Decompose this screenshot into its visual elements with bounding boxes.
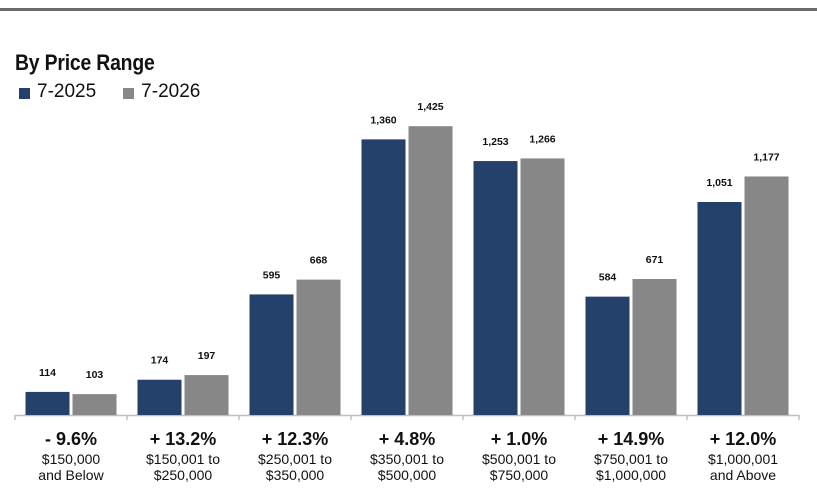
chart-legend: 7-2025 7-2026 [19, 81, 227, 103]
data-label-series-2-5: 1,266 [529, 133, 555, 145]
chart-title: By Price Range [15, 50, 155, 75]
legend-label-series-1: 7-2025 [37, 81, 97, 102]
data-label-series-1-2: 174 [151, 355, 169, 367]
bar-series-1-5 [473, 161, 518, 415]
category-label-line1-3: $250,001 to [258, 451, 332, 467]
data-label-series-2-1: 103 [86, 369, 104, 381]
percent-change-label-5: + 1.0% [491, 429, 548, 449]
data-label-series-2-7: 1,177 [753, 151, 779, 163]
category-label-line2-7: and Above [710, 467, 776, 483]
bar-series-2-5 [520, 158, 565, 415]
legend-item-series-1: 7-2025 [19, 81, 96, 103]
category-label-line2-1: and Below [38, 467, 104, 483]
data-label-series-2-3: 668 [310, 255, 328, 267]
category-label-line1-1: $150,000 [42, 451, 101, 467]
percent-change-label-3: + 12.3% [262, 429, 329, 449]
percent-change-label-4: + 4.8% [379, 429, 436, 449]
bar-series-1-6 [585, 296, 630, 415]
category-label-line1-7: $1,000,001 [708, 451, 778, 467]
category-label-line1-5: $500,001 to [482, 451, 556, 467]
data-label-series-1-3: 595 [263, 269, 281, 281]
bar-series-2-3 [296, 279, 341, 415]
top-divider [0, 8, 817, 11]
bar-series-1-1 [25, 391, 70, 415]
bar-series-2-6 [632, 279, 677, 415]
data-label-series-1-6: 584 [599, 272, 617, 284]
legend-label-series-2: 7-2026 [141, 81, 201, 102]
category-label-line2-6: $1,000,000 [596, 467, 666, 483]
percent-change-label-1: - 9.6% [45, 429, 97, 449]
legend-swatch-series-1 [19, 88, 30, 99]
bar-series-2-7 [744, 176, 789, 415]
legend-item-series-2: 7-2026 [123, 81, 200, 103]
percent-change-label-7: + 12.0% [710, 429, 777, 449]
bar-series-2-1 [72, 394, 117, 415]
data-label-series-2-4: 1,425 [417, 101, 443, 113]
bar-series-1-2 [137, 379, 182, 415]
percent-change-label-6: + 14.9% [598, 429, 665, 449]
category-label-line2-3: $350,000 [266, 467, 325, 483]
category-label-line1-2: $150,001 to [146, 451, 220, 467]
data-label-series-2-2: 197 [198, 350, 216, 362]
bar-series-2-4 [408, 126, 453, 415]
data-label-series-2-6: 671 [646, 254, 664, 266]
category-label-line2-4: $500,000 [378, 467, 437, 483]
percent-change-label-2: + 13.2% [150, 429, 217, 449]
bar-series-1-4 [361, 139, 406, 415]
category-label-line2-2: $250,000 [154, 467, 213, 483]
bar-series-1-7 [697, 201, 742, 415]
bar-series-1-3 [249, 294, 294, 415]
data-label-series-1-5: 1,253 [482, 136, 508, 148]
bar-series-2-2 [184, 375, 229, 415]
category-label-line1-6: $750,001 to [594, 451, 668, 467]
category-label-line1-4: $350,001 to [370, 451, 444, 467]
data-label-series-1-7: 1,051 [706, 177, 732, 189]
category-label-line2-5: $750,000 [490, 467, 549, 483]
data-label-series-1-1: 114 [39, 367, 56, 379]
legend-swatch-series-2 [123, 88, 135, 99]
data-label-series-1-4: 1,360 [370, 114, 396, 126]
